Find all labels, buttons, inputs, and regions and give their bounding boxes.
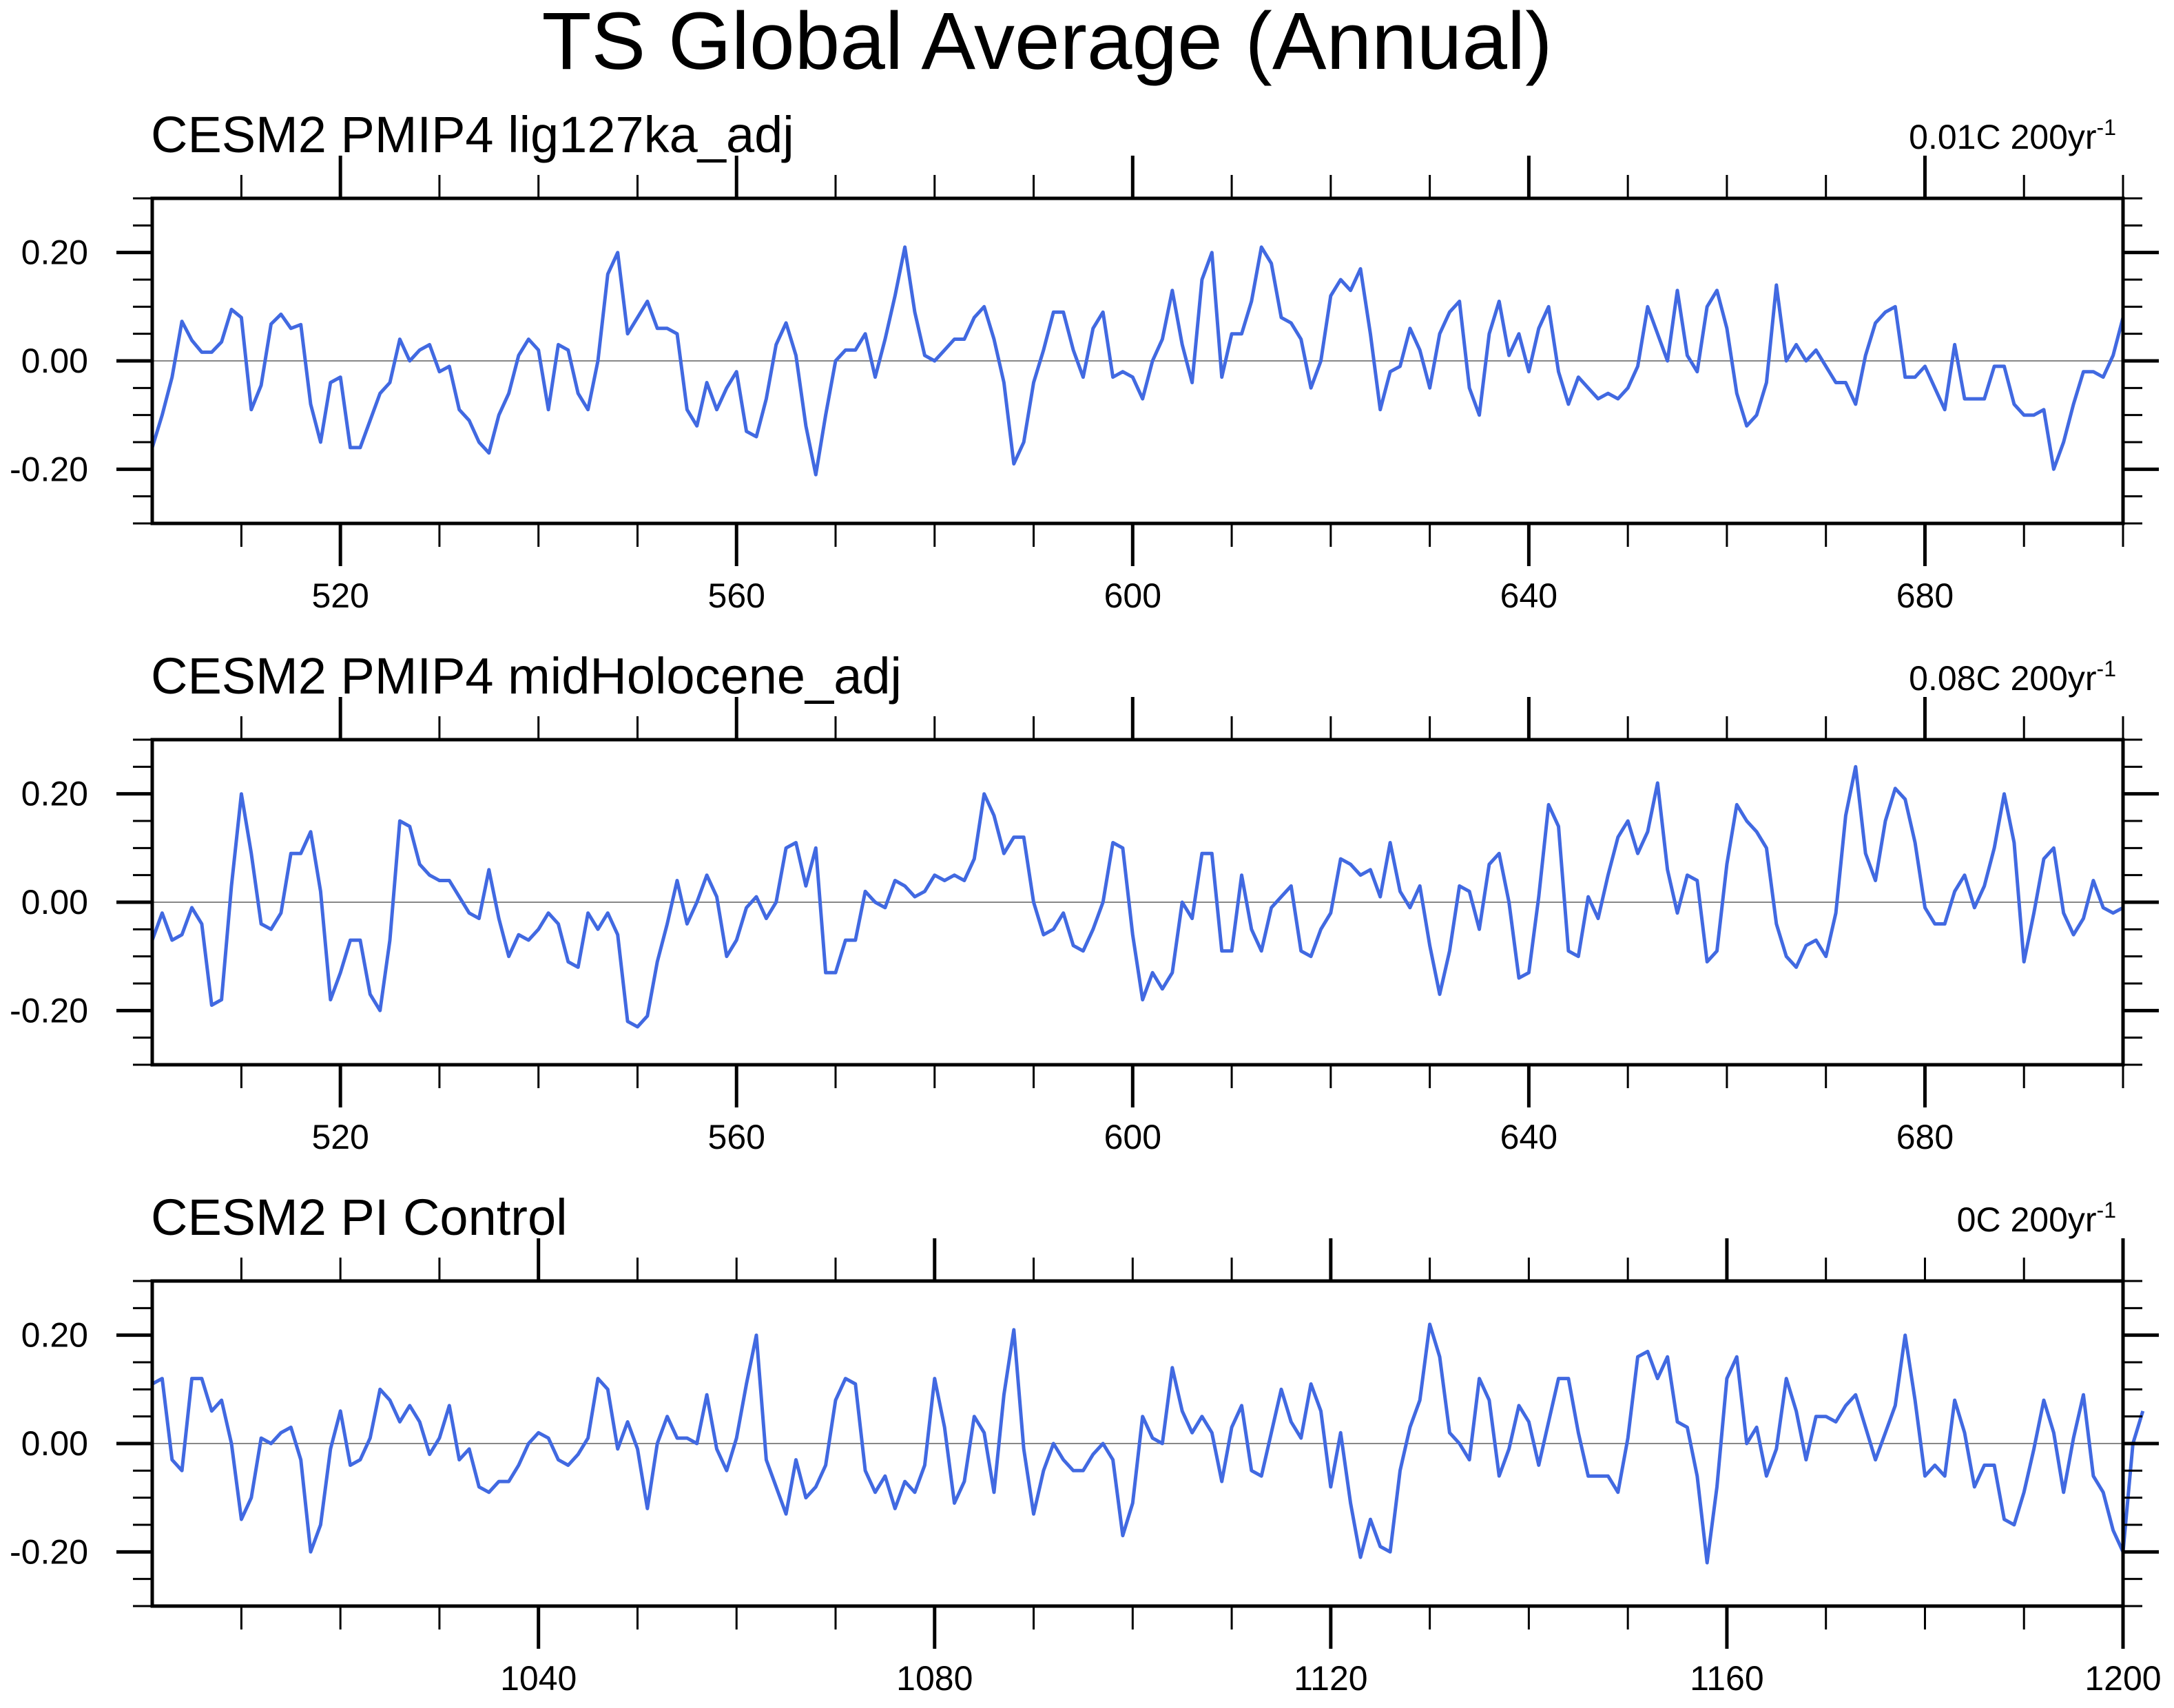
- trend-label-text: 0C 200yr: [1957, 1200, 2097, 1239]
- x-tick-label: 560: [708, 1118, 765, 1156]
- panel-title: CESM2 PMIP4 lig127ka_adj: [151, 106, 794, 163]
- panel-3: CESM2 PI Control 0C 200yr-1 1040 1080 1120 11…: [10, 1189, 2162, 1698]
- panel-title: CESM2 PI Control: [151, 1189, 568, 1246]
- y-tick-label: 0.20: [21, 1316, 88, 1355]
- trend-label-text: 0.01C 200yr: [1909, 118, 2096, 156]
- trend-label: 0.08C 200yr-1: [1909, 656, 2116, 698]
- trend-label-exponent: -1: [2097, 1198, 2116, 1222]
- trend-label-text: 0.08C 200yr: [1909, 659, 2096, 698]
- x-tick-label: 1120: [1294, 1659, 1368, 1698]
- trend-label-exponent: -1: [2097, 656, 2116, 681]
- data-series-line-1: [151, 1322, 2145, 1565]
- x-tick-label: 640: [1500, 576, 1557, 615]
- x-tick-label: 1040: [500, 1659, 577, 1698]
- x-tick-label: 1160: [1690, 1659, 1764, 1698]
- y-tick-label: 0.20: [21, 775, 88, 813]
- trend-label: 0C 200yr-1: [1957, 1198, 2116, 1239]
- x-tick-label: 1080: [896, 1659, 973, 1698]
- y-tick-label: 0.00: [21, 883, 88, 921]
- data-series-line-1: [150, 245, 2125, 477]
- x-tick-label: 640: [1500, 1118, 1557, 1156]
- panel-2: CESM2 PMIP4 midHolocene_adj 0.08C 200yr-1…: [10, 647, 2159, 1156]
- x-tick-label: 520: [311, 576, 369, 615]
- y-tick-label: -0.20: [10, 450, 88, 488]
- y-tick-label: 0.00: [21, 342, 88, 380]
- panel-1: CESM2 PMIP4 lig127ka_adj 0.01C 200yr-1 520…: [10, 106, 2159, 615]
- y-tick-label: 0.20: [21, 233, 88, 272]
- x-tick-label: 680: [1896, 1118, 1954, 1156]
- x-tick-label: 520: [311, 1118, 369, 1156]
- trend-label-exponent: -1: [2097, 115, 2116, 140]
- data-series-line-1: [150, 764, 2124, 1029]
- x-tick-label: 600: [1104, 1118, 1161, 1156]
- y-tick-label: -0.20: [10, 991, 88, 1030]
- figure-title: TS Global Average (Annual): [541, 0, 1552, 87]
- trend-label: 0.01C 200yr-1: [1909, 115, 2116, 156]
- x-tick-label: 600: [1104, 576, 1161, 615]
- x-tick-label: 680: [1896, 576, 1954, 615]
- y-tick-label: 0.00: [21, 1424, 88, 1463]
- panel-title: CESM2 PMIP4 midHolocene_adj: [151, 647, 902, 705]
- x-tick-label: 1200: [2084, 1659, 2161, 1698]
- x-tick-label: 560: [708, 576, 765, 615]
- y-tick-label: -0.20: [10, 1532, 88, 1571]
